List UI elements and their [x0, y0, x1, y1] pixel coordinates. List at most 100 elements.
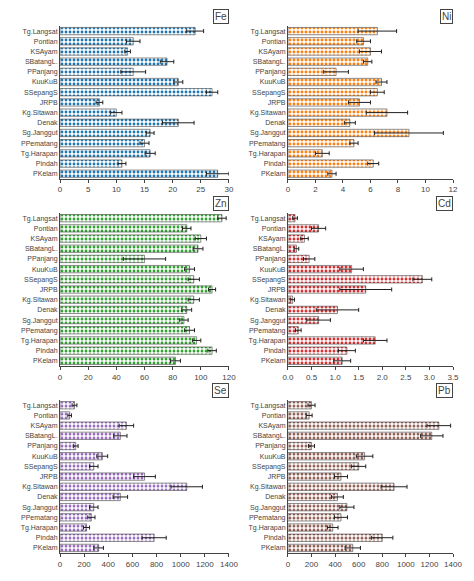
svg-text:1200: 1200 — [196, 560, 214, 569]
svg-text:Pindah: Pindah — [36, 534, 58, 541]
svg-text:80: 80 — [168, 373, 177, 382]
svg-text:1400: 1400 — [220, 560, 238, 569]
svg-text:400: 400 — [102, 560, 116, 569]
svg-text:0.0: 0.0 — [282, 373, 294, 382]
svg-text:PPanjang: PPanjang — [27, 68, 57, 76]
svg-text:Pindah: Pindah — [264, 347, 286, 354]
svg-text:400: 400 — [328, 560, 342, 569]
svg-text:Tg.Harapan: Tg.Harapan — [21, 337, 58, 345]
svg-text:2.0: 2.0 — [377, 373, 389, 382]
svg-text:40: 40 — [112, 373, 121, 382]
svg-text:1000: 1000 — [397, 560, 415, 569]
svg-text:PKelam: PKelam — [33, 544, 58, 551]
svg-text:600: 600 — [126, 560, 140, 569]
svg-text:KSAyam: KSAyam — [30, 48, 57, 56]
svg-text:8: 8 — [396, 185, 401, 194]
svg-text:Ni: Ni — [442, 11, 451, 22]
svg-text:20: 20 — [168, 185, 177, 194]
svg-text:PPanjang: PPanjang — [255, 255, 285, 263]
svg-text:Tg.Harapan: Tg.Harapan — [249, 524, 286, 532]
svg-text:Denak: Denak — [37, 493, 58, 500]
svg-text:JRPB: JRPB — [268, 286, 286, 293]
svg-text:20: 20 — [84, 373, 93, 382]
svg-text:200: 200 — [77, 560, 91, 569]
svg-text:Denak: Denak — [265, 493, 286, 500]
svg-text:SSepangS: SSepangS — [24, 276, 58, 284]
svg-text:Tg.Langsat: Tg.Langsat — [23, 402, 58, 410]
svg-text:Kg.Sitawan: Kg.Sitawan — [22, 296, 58, 304]
svg-text:JRPB: JRPB — [40, 99, 58, 106]
svg-text:10: 10 — [421, 185, 430, 194]
svg-text:Tg.Harapan: Tg.Harapan — [249, 150, 286, 158]
svg-text:KSAyam: KSAyam — [30, 235, 57, 243]
svg-text:KuuKuB: KuuKuB — [260, 266, 286, 273]
svg-text:Tg.Harapan: Tg.Harapan — [21, 150, 58, 158]
svg-text:1000: 1000 — [172, 560, 190, 569]
svg-text:KSAyam: KSAyam — [258, 48, 285, 56]
svg-text:200: 200 — [305, 560, 319, 569]
svg-text:SSepangS: SSepangS — [24, 463, 58, 471]
svg-text:10: 10 — [112, 185, 121, 194]
svg-text:Denak: Denak — [265, 306, 286, 313]
svg-text:30: 30 — [225, 185, 234, 194]
svg-text:Pb: Pb — [438, 385, 451, 396]
svg-text:0: 0 — [58, 185, 63, 194]
svg-text:800: 800 — [150, 560, 164, 569]
svg-text:Fe: Fe — [215, 11, 227, 22]
svg-text:JRPB: JRPB — [40, 473, 58, 480]
svg-text:SBatangL.: SBatangL. — [253, 245, 286, 253]
svg-text:100: 100 — [194, 373, 208, 382]
svg-text:Pontian: Pontian — [34, 412, 58, 419]
svg-text:Tg.Harapan: Tg.Harapan — [249, 337, 286, 345]
svg-text:120: 120 — [222, 373, 236, 382]
svg-text:KSAyam: KSAyam — [30, 422, 57, 430]
svg-text:Pontian: Pontian — [262, 412, 286, 419]
svg-text:1.0: 1.0 — [330, 373, 342, 382]
svg-text:SSepangS: SSepangS — [252, 463, 286, 471]
svg-text:Tg.Harapan: Tg.Harapan — [21, 524, 58, 532]
svg-text:Pindah: Pindah — [264, 160, 286, 167]
svg-text:2: 2 — [313, 185, 318, 194]
svg-text:Kg.Sitawan: Kg.Sitawan — [22, 109, 58, 117]
svg-text:Sg.Janggut: Sg.Janggut — [22, 129, 57, 137]
svg-text:Kg.Sitawan: Kg.Sitawan — [250, 109, 286, 117]
svg-text:Tg.Langsat: Tg.Langsat — [23, 215, 58, 223]
svg-text:600: 600 — [352, 560, 366, 569]
svg-text:JRPB: JRPB — [40, 286, 58, 293]
svg-text:Kg.Sitawan: Kg.Sitawan — [250, 296, 286, 304]
svg-text:SSepangS: SSepangS — [252, 276, 286, 284]
svg-text:Pontian: Pontian — [34, 38, 58, 45]
svg-text:SBatangL.: SBatangL. — [25, 58, 58, 66]
svg-text:KuuKuB: KuuKuB — [260, 78, 286, 85]
svg-text:Tg.Langsat: Tg.Langsat — [251, 215, 286, 223]
svg-text:SBatangL.: SBatangL. — [25, 432, 58, 440]
svg-text:PPematang: PPematang — [21, 514, 58, 522]
svg-text:PPematang: PPematang — [21, 140, 58, 148]
svg-text:Sg.Janggut: Sg.Janggut — [250, 504, 285, 512]
svg-text:5: 5 — [86, 185, 91, 194]
svg-text:SBatangL.: SBatangL. — [25, 245, 58, 253]
svg-text:12: 12 — [449, 185, 458, 194]
svg-text:SBatangL.: SBatangL. — [253, 432, 286, 440]
svg-text:PPematang: PPematang — [249, 140, 286, 148]
svg-text:SBatangL.: SBatangL. — [253, 58, 286, 66]
svg-text:PPanjang: PPanjang — [255, 442, 285, 450]
svg-text:Tg.Langsat: Tg.Langsat — [251, 28, 286, 36]
svg-text:JRPB: JRPB — [268, 99, 286, 106]
svg-text:Kg.Sitawan: Kg.Sitawan — [22, 483, 58, 491]
svg-text:PPematang: PPematang — [249, 327, 286, 335]
svg-text:0: 0 — [286, 185, 291, 194]
svg-text:1.5: 1.5 — [353, 373, 365, 382]
svg-text:Sg.Janggut: Sg.Janggut — [22, 317, 57, 325]
svg-text:PPanjang: PPanjang — [27, 442, 57, 450]
svg-text:PKelam: PKelam — [261, 357, 286, 364]
svg-text:Tg.Langsat: Tg.Langsat — [23, 28, 58, 36]
svg-text:1400: 1400 — [444, 560, 462, 569]
svg-text:KuuKuB: KuuKuB — [32, 453, 58, 460]
svg-text:Cd: Cd — [438, 198, 451, 209]
svg-text:Pontian: Pontian — [34, 225, 58, 232]
svg-text:Pindah: Pindah — [36, 347, 58, 354]
svg-text:Sg.Janggut: Sg.Janggut — [22, 504, 57, 512]
svg-text:KuuKuB: KuuKuB — [32, 266, 58, 273]
svg-text:1200: 1200 — [421, 560, 439, 569]
